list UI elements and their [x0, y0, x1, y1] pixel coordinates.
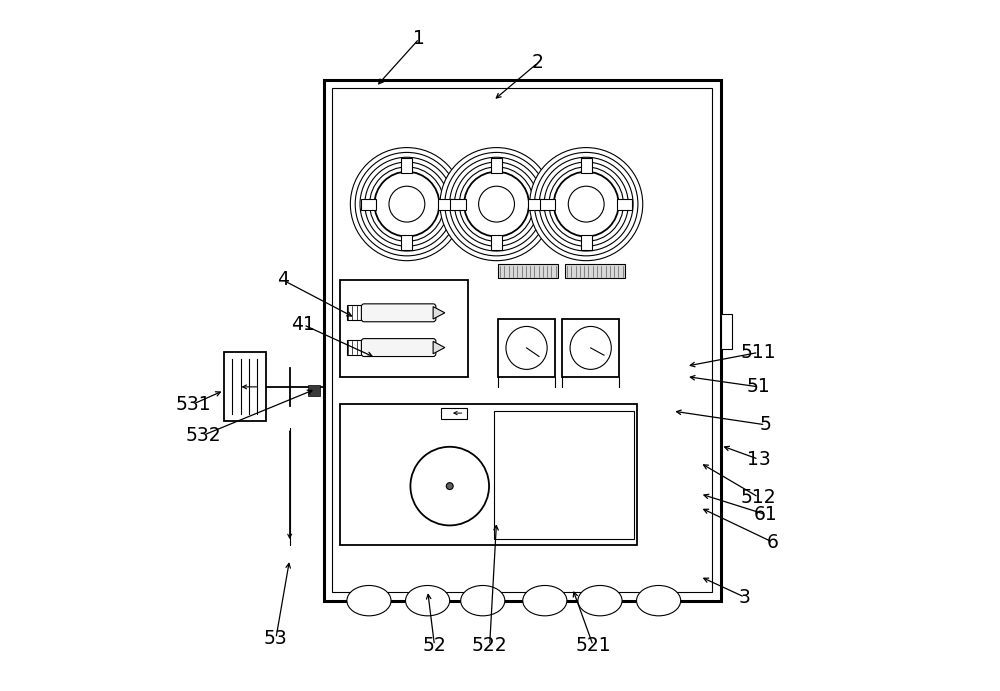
Bar: [340, 404, 637, 545]
FancyBboxPatch shape: [361, 304, 436, 322]
Bar: [401, 235, 412, 250]
Text: 4: 4: [277, 270, 289, 290]
FancyBboxPatch shape: [361, 339, 436, 357]
Circle shape: [459, 167, 534, 241]
Text: 13: 13: [747, 450, 770, 468]
Ellipse shape: [406, 585, 450, 616]
Bar: [581, 158, 592, 173]
Text: 522: 522: [472, 636, 507, 655]
Circle shape: [464, 172, 529, 236]
Bar: [491, 158, 502, 173]
Text: 531: 531: [175, 395, 211, 414]
Bar: [562, 319, 619, 377]
Ellipse shape: [461, 585, 505, 616]
Bar: [340, 280, 468, 377]
Text: 5: 5: [760, 415, 771, 435]
Circle shape: [554, 172, 619, 236]
Bar: [347, 305, 362, 321]
Text: 1: 1: [413, 29, 425, 48]
Circle shape: [374, 172, 439, 236]
Ellipse shape: [578, 585, 622, 616]
Circle shape: [544, 162, 628, 246]
Bar: [361, 198, 376, 209]
Circle shape: [445, 153, 548, 256]
Bar: [617, 198, 632, 209]
Text: 52: 52: [423, 636, 446, 655]
Bar: [401, 158, 412, 173]
Bar: [441, 408, 467, 419]
Circle shape: [534, 153, 638, 256]
Circle shape: [389, 186, 425, 222]
Circle shape: [549, 167, 623, 241]
Bar: [540, 198, 555, 209]
Circle shape: [360, 158, 454, 251]
Ellipse shape: [347, 585, 391, 616]
Circle shape: [454, 162, 539, 246]
Text: 6: 6: [766, 533, 778, 551]
Text: 512: 512: [741, 488, 776, 507]
Circle shape: [410, 447, 489, 525]
Text: 511: 511: [741, 343, 776, 362]
Text: 2: 2: [532, 53, 544, 73]
Bar: [498, 264, 558, 278]
Bar: [528, 198, 543, 209]
Text: 41: 41: [292, 315, 315, 334]
Bar: [332, 88, 712, 592]
Polygon shape: [433, 307, 445, 319]
Circle shape: [440, 148, 553, 261]
Bar: [581, 235, 592, 250]
Polygon shape: [433, 341, 445, 354]
Text: 532: 532: [186, 426, 221, 444]
Circle shape: [355, 153, 459, 256]
Text: 53: 53: [264, 629, 288, 648]
Circle shape: [530, 148, 643, 261]
Circle shape: [450, 158, 543, 251]
Bar: [438, 198, 453, 209]
Circle shape: [479, 186, 514, 222]
Bar: [491, 235, 502, 250]
Bar: [347, 340, 362, 355]
Circle shape: [568, 186, 604, 222]
Circle shape: [350, 148, 463, 261]
Bar: [565, 264, 625, 278]
Ellipse shape: [506, 326, 547, 370]
Circle shape: [446, 483, 453, 489]
Ellipse shape: [570, 326, 611, 370]
Text: 61: 61: [754, 505, 777, 524]
Circle shape: [365, 162, 449, 246]
Bar: [324, 80, 721, 600]
Bar: [721, 314, 732, 349]
Circle shape: [370, 167, 444, 241]
Text: 3: 3: [739, 588, 751, 607]
Ellipse shape: [637, 585, 681, 616]
Circle shape: [539, 158, 633, 251]
Ellipse shape: [523, 585, 567, 616]
Bar: [494, 411, 634, 538]
Text: 51: 51: [747, 377, 770, 397]
Bar: [224, 352, 266, 422]
Bar: [450, 198, 466, 209]
Bar: [498, 319, 555, 377]
Text: 521: 521: [575, 636, 611, 655]
Bar: [308, 385, 320, 396]
